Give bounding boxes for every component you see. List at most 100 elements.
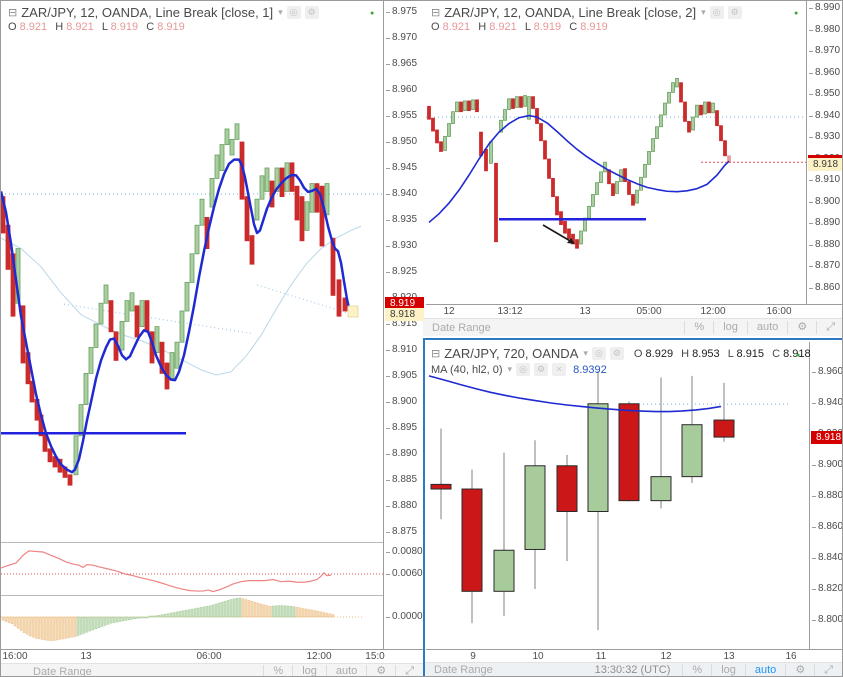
bottom-right-price-axis[interactable]: 8.9608.9408.9208.9008.8808.8608.8408.820… — [809, 342, 842, 649]
left-ohlc-row: O 8.921 H 8.921 L 8.919 C 8.919 — [8, 21, 185, 33]
price-tick: 8.970 — [809, 45, 840, 56]
log-scale-button[interactable]: log — [711, 663, 745, 676]
bottom-right-ohlc-row: O 8.929 H 8.953 L 8.915 C 8.918 — [633, 347, 811, 360]
time-tick: 12:00 — [306, 651, 332, 662]
date-range-button[interactable]: Date Range — [434, 664, 493, 676]
time-tick: 13 — [80, 651, 92, 662]
price-tick: 8.960 — [809, 67, 840, 78]
time-tick: 16 — [785, 651, 797, 662]
date-range-button[interactable]: Date Range — [33, 665, 92, 677]
date-range-button[interactable]: Date Range — [432, 321, 491, 334]
chevron-down-icon[interactable]: ▾ — [701, 7, 706, 17]
price-tick: 8.885 — [386, 474, 417, 485]
gear-icon[interactable]: ⚙ — [787, 321, 816, 334]
time-tick: 06:00 — [196, 651, 222, 662]
price-tick: 8.950 — [809, 88, 840, 99]
collapse-icon[interactable]: ⊟ — [8, 7, 18, 19]
snapshot-icon[interactable]: ◎ — [591, 347, 606, 360]
last-price-label: 8.918 — [811, 431, 842, 444]
top-right-chart-legend: ⊟ ZAR/JPY, 12, OANDA, Line Break [close,… — [431, 5, 742, 20]
status-dot: ● — [370, 10, 375, 17]
log-scale-button[interactable]: log — [292, 665, 326, 676]
chevron-down-icon[interactable]: ▾ — [278, 7, 283, 17]
price-tick: 8.860 — [809, 282, 840, 293]
price-tick: 8.900 — [809, 196, 840, 207]
price-tick: 8.870 — [809, 260, 840, 271]
price-tick: 0.0060 — [386, 568, 423, 579]
price-tick: 8.820 — [812, 583, 842, 594]
auto-scale-button[interactable]: auto — [325, 665, 366, 676]
price-tick: 8.930 — [386, 240, 417, 251]
top-right-symbol-title[interactable]: ZAR/JPY, 12, OANDA, Line Break [close, 2… — [444, 5, 697, 20]
price-tick: 8.880 — [809, 239, 840, 250]
time-tick: 13 — [723, 651, 735, 662]
collapse-icon[interactable]: ⊟ — [431, 348, 441, 360]
left-chart-canvas[interactable] — [1, 1, 383, 649]
fullscreen-icon[interactable]: ⤢ — [395, 665, 423, 676]
percent-scale-button[interactable]: % — [684, 321, 713, 334]
time-tick: 16:00 — [2, 651, 28, 662]
collapse-icon[interactable]: ⊟ — [431, 7, 441, 19]
last-price-label: 8.918 — [808, 158, 842, 171]
percent-scale-button[interactable]: % — [263, 665, 292, 676]
price-tick: 8.900 — [386, 396, 417, 407]
annotation-arrow — [542, 224, 575, 244]
snapshot-icon[interactable]: ◎ — [516, 363, 531, 376]
gear-icon[interactable]: ⚙ — [727, 6, 742, 19]
top-right-price-axis[interactable]: 8.9908.9808.9708.9608.9508.9408.9308.920… — [806, 1, 842, 304]
left-price-axis[interactable]: 8.975 8.970 8.965 8.960 8.955 8.950 8.945 8.940… — [383, 1, 424, 649]
ma-indicator-value: 8.9392 — [573, 363, 607, 376]
snapshot-icon[interactable]: ◎ — [709, 6, 724, 19]
bottom-right-symbol-title[interactable]: ZAR/JPY, 720, OANDA — [444, 346, 579, 361]
gear-icon[interactable]: ⚙ — [785, 663, 814, 676]
price-tick: 8.895 — [386, 422, 417, 433]
percent-scale-button[interactable]: % — [682, 663, 711, 676]
bottom-right-time-axis[interactable]: 9 10 11 12 13 16 — [426, 649, 842, 664]
price-tick: 8.960 — [812, 366, 842, 377]
time-tick: 16:00 — [766, 306, 792, 317]
ma-indicator-label[interactable]: MA (40, hl2, 0) — [431, 363, 503, 376]
last-price-label: 8.919 — [385, 297, 424, 310]
top-right-time-axis[interactable]: 12 13:12 13 05:00 12:00 16:00 — [426, 304, 842, 319]
auto-scale-button[interactable]: auto — [746, 321, 787, 334]
bottom-right-chart-canvas[interactable] — [426, 342, 809, 649]
price-tick: 8.935 — [386, 214, 417, 225]
price-tick: 8.890 — [809, 217, 840, 228]
chevron-down-icon[interactable]: ▾ — [507, 364, 513, 374]
top-right-chart-canvas[interactable] — [426, 1, 806, 304]
time-tick: 13 — [579, 306, 591, 317]
fullscreen-icon[interactable]: ⤢ — [816, 321, 842, 334]
price-tick: 8.970 — [386, 32, 417, 43]
left-time-axis[interactable]: 16:00 13 06:00 12:00 15:0 — [1, 649, 423, 664]
fullscreen-icon[interactable]: ⤢ — [814, 663, 842, 676]
gear-icon[interactable]: ⚙ — [609, 347, 624, 360]
time-tick: 11 — [595, 651, 607, 662]
price-tick: 8.915 — [386, 318, 417, 329]
last-price-line — [808, 155, 842, 158]
price-tick: 8.945 — [386, 162, 417, 173]
left-symbol-title[interactable]: ZAR/JPY, 12, OANDA, Line Break [close, 1… — [21, 5, 274, 20]
gear-icon[interactable]: ⚙ — [366, 665, 395, 676]
price-tick: 8.960 — [386, 84, 417, 95]
snapshot-icon[interactable]: ◎ — [286, 6, 301, 19]
top-right-chart-toolbar: Date Range % log auto ⚙ ⤢ — [423, 318, 842, 336]
price-tick: 8.800 — [812, 614, 842, 625]
time-tick: 05:00 — [636, 306, 662, 317]
chevron-down-icon[interactable]: ▾ — [583, 348, 588, 358]
gear-icon[interactable]: ⚙ — [534, 363, 549, 376]
time-tick: 12 — [660, 651, 672, 662]
time-tick: 13:12 — [497, 306, 523, 317]
time-tick: 12 — [443, 306, 455, 317]
pane-divider-2[interactable] — [1, 595, 423, 596]
left-chart-legend: ⊟ ZAR/JPY, 12, OANDA, Line Break [close,… — [8, 5, 319, 20]
close-icon[interactable]: × — [552, 363, 567, 376]
ma-indicator-legend: MA (40, hl2, 0) ▾ ◎ ⚙ × 8.9392 — [431, 363, 607, 376]
last-price-label: 8.918 — [385, 308, 424, 321]
auto-scale-button[interactable]: auto — [744, 663, 785, 676]
price-tick: 8.860 — [812, 521, 842, 532]
time-tick: 15:0 — [365, 651, 385, 662]
log-scale-button[interactable]: log — [713, 321, 747, 334]
gear-icon[interactable]: ⚙ — [304, 6, 319, 19]
pane-divider-1[interactable] — [1, 542, 423, 543]
